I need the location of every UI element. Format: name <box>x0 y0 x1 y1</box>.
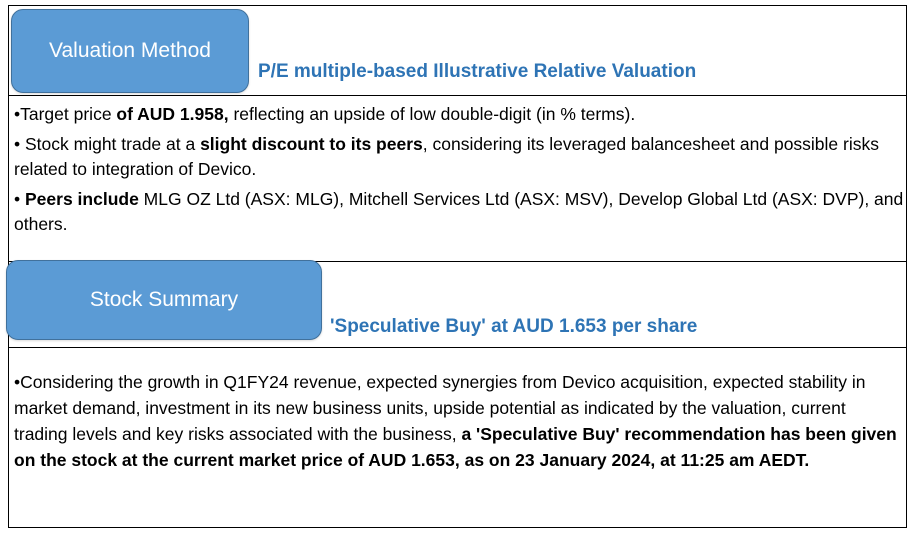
stock-summary-tab-label: Stock Summary <box>89 288 239 311</box>
text-run: , considering its leveraged balancesheet… <box>14 134 879 179</box>
valuation-bullet-list: •Target price of AUD 1.958, reflecting a… <box>14 102 904 242</box>
bullet-item: •Considering the growth in Q1FY24 revenu… <box>14 369 902 473</box>
summary-heading: 'Speculative Buy' at AUD 1.653 per share <box>330 316 698 337</box>
valuation-heading: P/E multiple-based Illustrative Relative… <box>258 61 697 82</box>
bullet-item: • Peers include MLG OZ Ltd (ASX: MLG), M… <box>14 187 904 237</box>
text-run: a 'Speculative Buy' recommendation has b… <box>14 424 897 470</box>
text-run: •Considering the growth in Q1FY24 revenu… <box>14 372 866 444</box>
text-run: of AUD 1.958, <box>116 104 229 124</box>
text-run: slight discount to its peers <box>200 134 423 154</box>
section-divider <box>8 261 907 262</box>
text-run: • Stock might trade at a <box>14 134 201 154</box>
text-run: • <box>14 189 25 209</box>
summary-bullet-list: •Considering the growth in Q1FY24 revenu… <box>14 369 902 478</box>
valuation-method-tab-label: Valuation Method <box>49 39 211 62</box>
summary-heading-divider <box>8 347 907 348</box>
bullet-item: • Stock might trade at a slight discount… <box>14 132 904 182</box>
text-run: Peers include <box>25 189 139 209</box>
valuation-method-tab: Valuation Method <box>11 9 249 93</box>
bullet-item: •Target price of AUD 1.958, reflecting a… <box>14 102 904 127</box>
valuation-heading-divider <box>8 95 907 96</box>
text-run: •Target price <box>14 104 117 124</box>
text-run: reflecting an upside of low double-digit… <box>228 104 636 124</box>
stock-summary-tab: Stock Summary <box>6 260 322 340</box>
text-run: MLG OZ Ltd (ASX: MLG), Mitchell Services… <box>14 189 904 234</box>
